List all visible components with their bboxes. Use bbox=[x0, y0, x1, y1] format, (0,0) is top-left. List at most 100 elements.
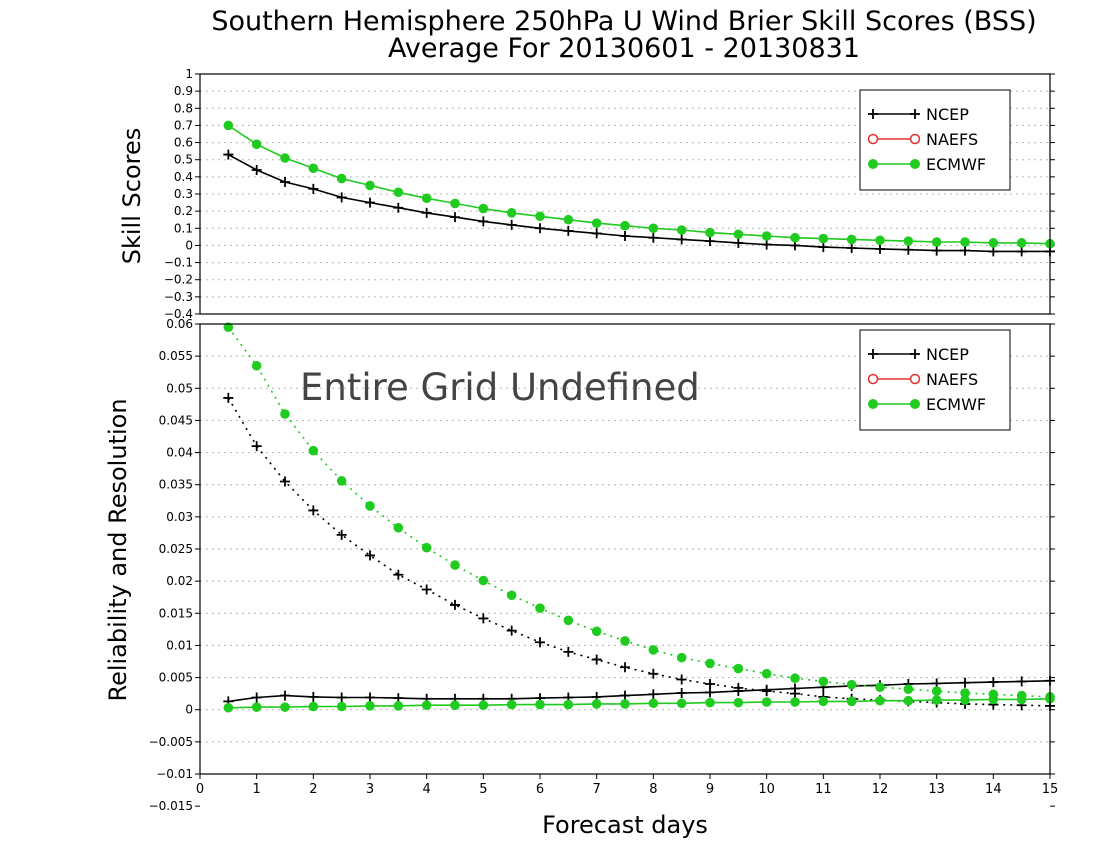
data-point bbox=[960, 688, 970, 698]
data-point bbox=[478, 575, 489, 586]
legend-label: ECMWF bbox=[926, 395, 986, 414]
x-tick-label: 5 bbox=[479, 782, 487, 797]
reliability-resolution-panel: Reliability and Resolution 0.060.0550.05… bbox=[104, 317, 1058, 839]
data-point bbox=[336, 476, 347, 486]
x-tick-label: 13 bbox=[928, 782, 945, 797]
data-point bbox=[875, 243, 885, 254]
data-point bbox=[733, 663, 744, 674]
data-point bbox=[478, 700, 489, 711]
x-tick-label: 15 bbox=[1042, 782, 1059, 797]
data-point bbox=[336, 529, 347, 540]
x-tick-label: 14 bbox=[985, 782, 1002, 797]
chart-title-line1: Southern Hemisphere 250hPa U Wind Brier … bbox=[211, 6, 1036, 37]
data-point bbox=[733, 686, 744, 697]
bottom-legend: NCEP NAEFS ECMWF bbox=[859, 329, 1011, 431]
data-point bbox=[931, 686, 942, 696]
x-tick-label: 9 bbox=[706, 782, 714, 797]
data-point bbox=[988, 246, 999, 257]
data-point bbox=[1016, 246, 1027, 257]
data-point bbox=[563, 646, 574, 657]
legend-label: ECMWF bbox=[926, 155, 986, 174]
data-point bbox=[478, 203, 489, 214]
data-point bbox=[846, 696, 857, 707]
x-tick-label: 8 bbox=[649, 782, 657, 797]
data-point bbox=[506, 208, 517, 218]
y-tick-label: 0.035 bbox=[159, 478, 193, 492]
legend-label: NCEP bbox=[926, 105, 969, 124]
y-tick-label: 0.1 bbox=[174, 221, 193, 235]
data-point bbox=[535, 211, 545, 222]
bottom-y-axis-label: Reliability and Resolution bbox=[104, 398, 132, 701]
data-point bbox=[308, 691, 319, 702]
data-point bbox=[393, 202, 404, 213]
series-ncep-reliability bbox=[223, 675, 1055, 707]
bottom-x-ticks: 0 1 2 3 4 5 6 7 8 9 10 11 12 13 14 15 bbox=[196, 774, 1058, 797]
legend-marker bbox=[910, 399, 920, 409]
x-tick-label: 2 bbox=[309, 782, 317, 797]
data-point bbox=[223, 702, 234, 713]
legend-item-ecmwf: ECMWF bbox=[868, 155, 986, 174]
data-point bbox=[620, 636, 630, 646]
y-tick-label: 0.055 bbox=[159, 349, 193, 363]
legend-item-naefs: NAEFS bbox=[867, 370, 978, 389]
data-point bbox=[393, 187, 404, 198]
data-point bbox=[705, 697, 715, 708]
undefined-grid-annotation: Entire Grid Undefined bbox=[300, 366, 700, 409]
bottom-plot-frame bbox=[199, 323, 1051, 775]
data-point bbox=[535, 637, 545, 648]
data-point bbox=[251, 702, 262, 712]
y-tick-label: −0.005 bbox=[149, 735, 193, 749]
data-point bbox=[535, 699, 545, 710]
legend-item-ecmwf: ECMWF bbox=[868, 395, 986, 414]
y-tick-label: 0.7 bbox=[174, 118, 193, 132]
data-point bbox=[790, 697, 800, 707]
x-tick-label: 1 bbox=[253, 782, 261, 797]
y-tick-label: 0.05 bbox=[166, 381, 193, 395]
data-point bbox=[393, 522, 404, 533]
legend-marker bbox=[910, 109, 920, 119]
series-ecmwf bbox=[223, 120, 1055, 249]
data-point bbox=[280, 690, 290, 701]
data-point bbox=[648, 668, 659, 679]
x-tick-label: 4 bbox=[423, 782, 431, 797]
y-tick-label: 1 bbox=[185, 67, 193, 81]
data-point bbox=[705, 679, 715, 689]
series-ecmwf-resolution bbox=[223, 322, 1055, 702]
data-point bbox=[563, 214, 574, 225]
legend-label: NAEFS bbox=[926, 130, 978, 149]
legend-marker bbox=[909, 373, 921, 385]
x-tick-label: 7 bbox=[593, 782, 601, 797]
data-point bbox=[393, 569, 404, 580]
top-plot-frame bbox=[199, 73, 1051, 315]
series-line bbox=[228, 698, 1051, 709]
data-point bbox=[648, 232, 659, 243]
data-point bbox=[365, 197, 375, 208]
data-point bbox=[931, 695, 942, 705]
data-point bbox=[223, 392, 234, 403]
data-point bbox=[705, 658, 715, 669]
x-tick-label: 6 bbox=[536, 782, 544, 797]
data-point bbox=[563, 699, 574, 710]
data-point bbox=[988, 694, 999, 705]
data-point bbox=[790, 673, 800, 684]
data-point bbox=[223, 149, 234, 160]
y-tick-label: 0 bbox=[185, 703, 193, 717]
data-point bbox=[450, 560, 460, 570]
data-point bbox=[280, 409, 290, 419]
data-point bbox=[251, 441, 262, 452]
data-point bbox=[648, 223, 659, 234]
data-point bbox=[365, 550, 375, 561]
data-point bbox=[846, 679, 857, 690]
data-point bbox=[676, 225, 687, 235]
data-point bbox=[251, 139, 262, 150]
y-tick-label: 0.01 bbox=[166, 638, 193, 652]
data-point bbox=[280, 702, 290, 712]
data-point bbox=[280, 153, 290, 163]
data-point bbox=[336, 173, 347, 184]
y-tick-label: −0.015 bbox=[149, 799, 193, 813]
y-tick-label: 0.045 bbox=[159, 413, 193, 427]
data-point bbox=[251, 360, 262, 371]
bottom-series-group bbox=[223, 322, 1055, 713]
y-tick-label: −0.01 bbox=[156, 767, 193, 781]
